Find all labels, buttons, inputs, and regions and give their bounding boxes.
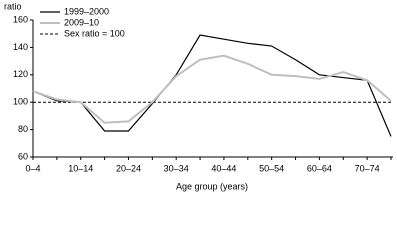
y-axis-title: ratio <box>4 1 22 11</box>
x-tick-label: 50–54 <box>259 163 284 173</box>
y-tick-label: 60 <box>18 151 28 161</box>
legend-label: Sex ratio = 100 <box>64 28 125 38</box>
y-tick-label: 160 <box>13 14 28 24</box>
legend-label: 1999–2000 <box>64 6 109 16</box>
legend-label: 2009–10 <box>64 17 99 27</box>
series-line <box>32 34 392 137</box>
x-tick-label: 0–4 <box>25 163 40 173</box>
y-tick-label: 120 <box>13 69 28 79</box>
x-tick-label: 40–44 <box>211 163 236 173</box>
y-tick-label: 100 <box>13 97 28 107</box>
y-tick-label: 140 <box>13 42 28 52</box>
series-line <box>32 54 392 124</box>
x-tick-label: 30–34 <box>164 163 189 173</box>
x-tick-label: 20–24 <box>116 163 141 173</box>
x-tick-label: 60–64 <box>307 163 332 173</box>
x-tick-label: 70–74 <box>355 163 380 173</box>
x-axis-title: Age group (years) <box>176 181 248 191</box>
chart: ratio Age group (years) 60 80 100 120 140 160… <box>4 1 393 191</box>
x-tick-label: 10–14 <box>68 163 93 173</box>
y-tick-label: 80 <box>18 124 28 134</box>
